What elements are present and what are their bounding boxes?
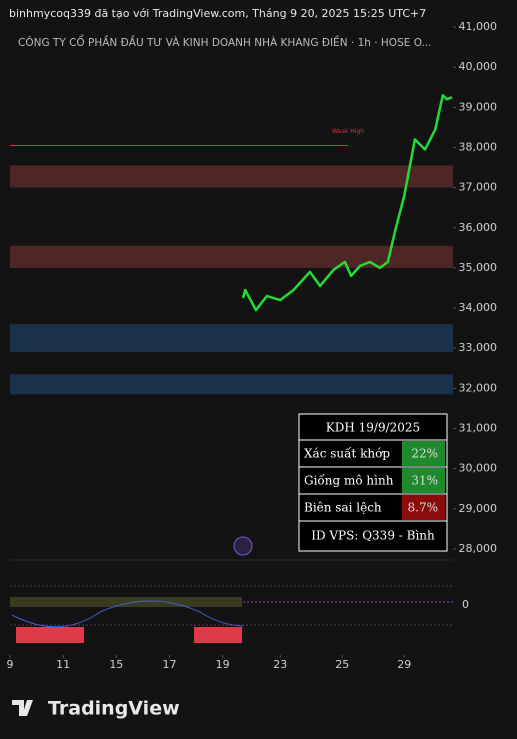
y-tick-label: 35,000 (459, 261, 498, 274)
indicator-strip (10, 597, 242, 607)
indicator-zero: 0 (462, 598, 469, 611)
table-footer: ID VPS: Q339 - Bình (311, 529, 435, 543)
y-tick-label: 34,000 (459, 301, 498, 314)
cell-bg (402, 468, 445, 493)
y-tick-label: 29,000 (459, 502, 498, 515)
y-tick-label: 37,000 (459, 181, 498, 194)
y-tick-label: 41,000 (459, 20, 498, 33)
zone (10, 324, 453, 353)
x-tick-label: 29 (397, 658, 411, 671)
row-label: Xác suất khớp (304, 446, 390, 461)
alert-icon[interactable] (233, 536, 253, 556)
y-tick-label: 38,000 (459, 140, 498, 153)
x-tick-label: 19 (216, 658, 230, 671)
x-tick-label: 25 (335, 658, 349, 671)
annotation: Weak High (332, 128, 364, 135)
cell-bg (402, 441, 445, 466)
row-label: Giống mô hình (304, 473, 394, 488)
table-title: KDH 19/9/2025 (326, 421, 420, 435)
y-tick-label: 33,000 (459, 341, 498, 354)
cell-bg (402, 495, 445, 520)
row-value: 22% (411, 447, 438, 461)
x-tick-label: 23 (273, 658, 287, 671)
zone (10, 245, 453, 268)
x-tick-label: 9 (7, 658, 14, 671)
credit: binhmycoq339 đã tạo với TradingView.com,… (9, 7, 426, 20)
zone (10, 165, 453, 188)
zone (10, 374, 453, 395)
y-tick-label: 36,000 (459, 221, 498, 234)
y-tick-label: 40,000 (459, 60, 498, 73)
projection-line (241, 94, 453, 312)
y-tick-label: 32,000 (459, 381, 498, 394)
x-tick-label: 17 (162, 658, 176, 671)
brand: TradingView (48, 698, 180, 720)
indicator-bar (16, 627, 84, 643)
indicator-curve (11, 600, 244, 628)
symbol-title: CÔNG TY CỔ PHẦN ĐẦU TƯ VÀ KINH DOANH NHÀ… (18, 34, 432, 49)
row-value: 31% (411, 474, 438, 488)
row-label: Biên sai lệch (304, 501, 382, 515)
info-table: KDH 19/9/2025 Xác suất khớp 22% Giống mô… (298, 413, 448, 552)
x-tick-label: 11 (56, 658, 70, 671)
y-tick-label: 31,000 (459, 422, 498, 435)
y-tick-label: 28,000 (459, 542, 498, 555)
row-value: 8.7% (408, 501, 439, 515)
y-tick-label: 39,000 (459, 100, 498, 113)
x-tick-label: 15 (109, 658, 123, 671)
y-tick-label: 30,000 (459, 462, 498, 475)
indicator-bar (194, 627, 242, 643)
brand-logo (12, 700, 33, 716)
